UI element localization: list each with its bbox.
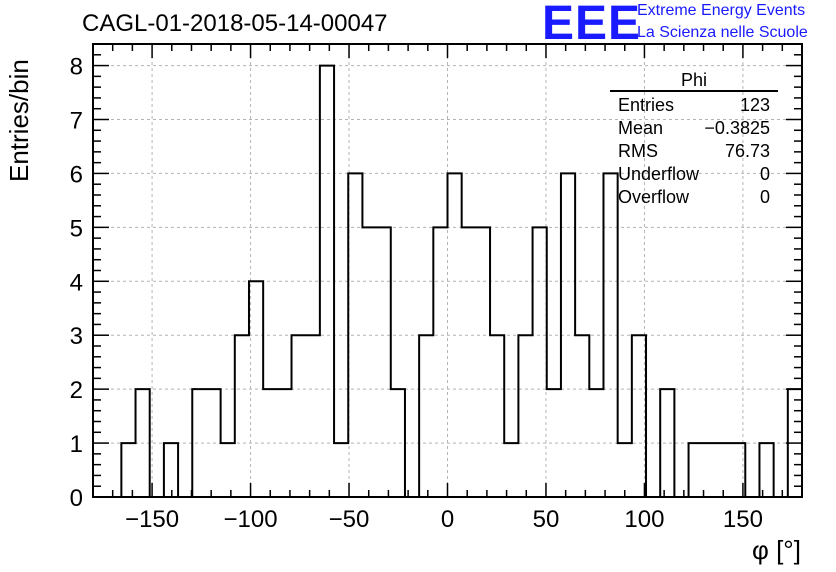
histogram-bin <box>249 281 263 497</box>
y-tick-label: 7 <box>70 108 83 135</box>
histogram-bin <box>334 443 348 497</box>
histogram-bin <box>547 389 561 497</box>
stats-row-underflow: Underflow 0 <box>610 163 778 186</box>
x-tick-label: 150 <box>723 506 763 533</box>
x-tick-label: 50 <box>533 506 560 533</box>
histogram-bin <box>759 443 773 497</box>
histogram-bin <box>632 335 646 497</box>
histogram-bin <box>391 389 405 497</box>
y-tick-label: 2 <box>70 377 83 404</box>
stats-label: Overflow <box>618 187 690 207</box>
stats-box: Phi Entries 123 Mean −0.3825 RMS 76.73 U… <box>610 70 778 209</box>
histogram-bin <box>164 443 178 497</box>
histogram-bin <box>589 389 603 497</box>
y-axis-label: Entries/bin <box>4 59 34 182</box>
histogram-bin <box>221 443 235 497</box>
histogram-bin <box>660 389 674 497</box>
histogram-bin <box>235 335 249 497</box>
histogram-bin <box>533 227 547 497</box>
histogram-bin <box>419 335 433 497</box>
histogram-bin <box>277 389 291 497</box>
histogram-bin <box>320 66 334 497</box>
histogram-bin <box>348 173 362 497</box>
histogram-bin <box>448 173 462 497</box>
histogram-bin <box>192 389 206 497</box>
histogram-bin <box>306 335 320 497</box>
histogram-series-line <box>93 64 802 498</box>
y-tick-label: 0 <box>70 485 83 512</box>
histogram-bin <box>476 227 490 497</box>
stats-label: Underflow <box>618 164 700 184</box>
x-tick-label: −150 <box>125 506 179 533</box>
x-tick-label: 100 <box>624 506 664 533</box>
histogram-bin <box>504 443 518 497</box>
logo-caption-line1: Extreme Energy Events <box>637 2 806 19</box>
histogram-bin <box>703 443 717 497</box>
histogram-bin <box>618 443 632 497</box>
y-tick-label: 5 <box>70 215 83 242</box>
histogram-bin <box>490 335 504 497</box>
stats-label: RMS <box>618 141 658 161</box>
y-tick-label: 8 <box>70 54 83 81</box>
x-tick-label: −50 <box>329 506 370 533</box>
stats-value: 0 <box>759 164 770 184</box>
histogram-bin <box>518 335 532 497</box>
stats-label: Entries <box>618 95 675 115</box>
stats-value: 0 <box>759 187 770 207</box>
stats-value: 123 <box>739 95 770 115</box>
stats-row-rms: RMS 76.73 <box>610 140 778 163</box>
histogram-bin <box>603 173 617 497</box>
histogram-bin <box>377 227 391 497</box>
histogram-bin <box>575 335 589 497</box>
histogram-bin <box>689 443 703 497</box>
stats-value: 76.73 <box>724 141 770 161</box>
logo-caption-line2: La Scienza nelle Scuole <box>637 24 808 41</box>
stats-row-mean: Mean −0.3825 <box>610 117 778 140</box>
x-axis-label: φ [°] <box>752 535 801 565</box>
histogram-bin <box>717 443 731 497</box>
histogram-bin <box>433 227 447 497</box>
y-tick-label: 1 <box>70 431 83 458</box>
histogram-bin <box>462 227 476 497</box>
x-tick-label: 0 <box>441 506 454 533</box>
x-tick-label: −100 <box>224 506 278 533</box>
histogram-bin <box>121 443 135 497</box>
stats-value: −0.3825 <box>704 118 770 138</box>
eee-logo: EEE <box>542 0 642 50</box>
histogram-bin <box>561 173 575 497</box>
histogram-bin <box>362 227 376 497</box>
y-tick-label: 6 <box>70 161 83 188</box>
run-title: CAGL-01-2018-05-14-00047 <box>82 10 388 37</box>
histogram-bin <box>136 389 150 497</box>
histogram-bin <box>292 335 306 497</box>
stats-label: Mean <box>618 118 664 138</box>
stats-row-entries: Entries 123 <box>610 94 778 117</box>
histogram-bin <box>263 389 277 497</box>
stats-title: Phi <box>610 70 778 92</box>
histogram-bin <box>206 389 220 497</box>
y-tick-label: 4 <box>70 269 83 296</box>
y-tick-label: 3 <box>70 323 83 350</box>
stats-row-overflow: Overflow 0 <box>610 186 778 209</box>
